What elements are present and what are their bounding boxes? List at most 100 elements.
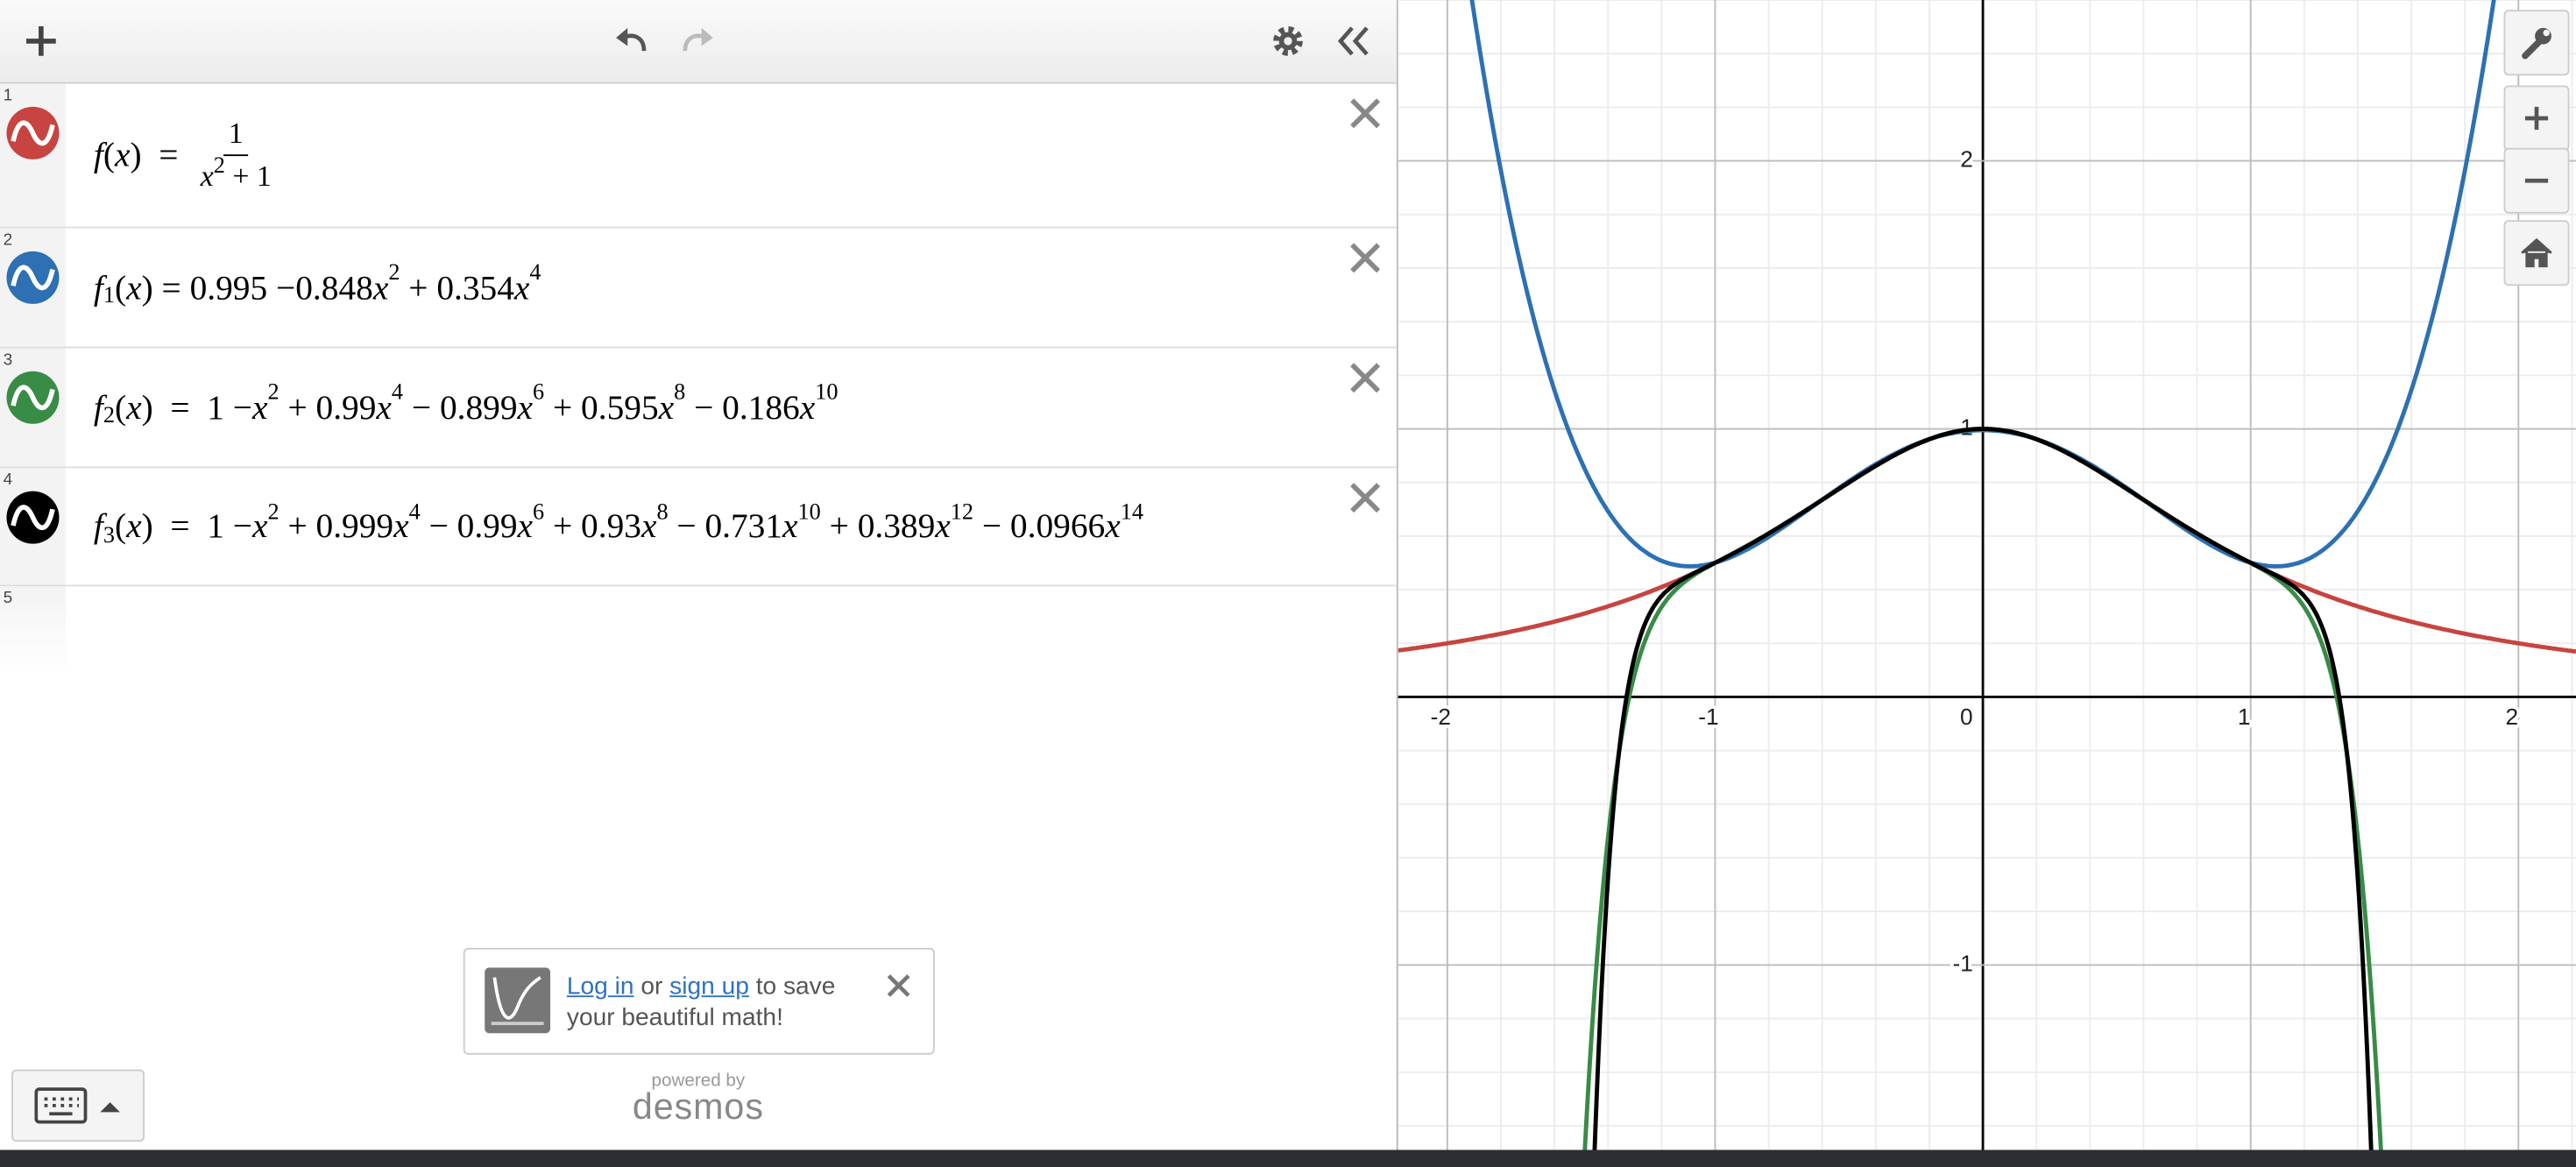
exponent: 4 [529, 261, 541, 286]
close-icon [1350, 243, 1381, 273]
exponent: 2 [267, 381, 280, 407]
login-or: or [640, 972, 663, 1001]
math-text: − 0.0966 [973, 506, 1106, 546]
graph-settings-button[interactable] [2503, 10, 2570, 76]
x-tick-label: 0 [1960, 704, 1973, 730]
expression-row[interactable]: 4 f 3(x) = 1 − x 2 + 0.999 x 4 − 0.99 x 6 + 0.93… [0, 468, 1397, 587]
exponent: 4 [391, 381, 404, 407]
denominator: x2 + 1 [195, 154, 276, 194]
x-tick-label: 2 [2505, 704, 2518, 730]
exponent: 10 [797, 499, 821, 526]
exponent: 14 [1120, 499, 1143, 526]
variable: f [93, 134, 103, 174]
undo-button[interactable] [612, 23, 651, 56]
variable: f [93, 266, 103, 307]
x-tick-label: -1 [1698, 704, 1718, 730]
expression-row[interactable]: 3 f 2(x) = 1 − x 2 + 0.99 x 4 − 0.899 x 6 + 0.59… [0, 348, 1397, 469]
math-text: + 0.99 [279, 386, 377, 427]
variable: x [126, 386, 142, 427]
expression-row-empty[interactable]: 5 [0, 586, 1397, 675]
variable: f [93, 506, 103, 546]
powered-by: powered by desmos [559, 1071, 839, 1125]
delete-expression[interactable] [1348, 240, 1384, 276]
variable: x [935, 506, 951, 546]
curve-toggle[interactable] [5, 104, 61, 160]
graph-paper[interactable]: -2 -1 0 1 2 -1 1 2 [1398, 0, 2576, 1150]
login-close[interactable] [886, 972, 912, 999]
wave-icon [11, 504, 55, 529]
close-icon [1350, 483, 1381, 513]
expression-row[interactable]: 1 f(x) = 1 x2 + 1 [0, 83, 1397, 229]
function-curve [1469, 0, 2496, 569]
wave-icon [11, 265, 55, 291]
exponent: 12 [950, 499, 974, 526]
math-text: ) = 1 − [141, 386, 253, 427]
math-text: ( [103, 134, 115, 174]
variable: x [126, 266, 142, 307]
wave-icon [11, 385, 55, 411]
expression-panel: 1 f(x) = 1 x2 + 1 2 f 1(x) = 0.995 −0.848 x 2 +… [0, 0, 1398, 1150]
login-link[interactable]: Log in [566, 972, 634, 1001]
exponent: 10 [815, 381, 839, 407]
variable: x [517, 386, 534, 427]
math-text: + 1 [224, 159, 272, 193]
home-button[interactable] [2503, 220, 2570, 286]
variable: x [372, 266, 389, 307]
variable: x [658, 386, 675, 427]
exponent: 6 [533, 499, 545, 526]
signup-link[interactable]: sign up [669, 972, 749, 1001]
variable: x [200, 159, 214, 193]
math-text: ( [114, 266, 127, 307]
delete-expression[interactable] [1348, 95, 1384, 131]
fraction: 1 x2 + 1 [195, 117, 276, 194]
math-text: ) = 0.995 −0.848 [141, 266, 373, 307]
curve-toggle[interactable] [5, 489, 61, 545]
curve-toggle[interactable] [5, 250, 61, 306]
math-text: + 0.389 [820, 506, 936, 546]
variable: x [252, 386, 268, 427]
keyboard-button[interactable] [11, 1069, 145, 1142]
math-text: + 0.354 [400, 266, 514, 307]
row-gutter: 1 [0, 83, 66, 227]
row-gutter: 2 [0, 228, 66, 347]
x-tick-label: 1 [2238, 704, 2251, 730]
window-edge [0, 1149, 2576, 1167]
math-text: + 0.999 [279, 506, 394, 546]
variable: x [114, 134, 131, 174]
close-icon [1350, 363, 1381, 393]
function-curve [1592, 427, 2374, 1150]
x-tick-label: -2 [1431, 704, 1451, 730]
math-text: + 0.595 [544, 386, 659, 427]
add-button[interactable] [23, 23, 59, 59]
subscript: 3 [103, 523, 115, 548]
login-text: Log in or sign up to save your beautiful … [567, 971, 836, 1033]
delete-expression[interactable] [1348, 360, 1384, 396]
settings-button[interactable] [1270, 23, 1306, 59]
exponent: 4 [408, 499, 421, 526]
row-index: 4 [3, 471, 13, 490]
login-icon [485, 967, 551, 1034]
powered-by-text: powered by [651, 1071, 746, 1092]
expression: f 1(x) = 0.995 −0.848 x 2 + 0.354 x 4 [94, 229, 541, 347]
variable: x [517, 506, 534, 546]
curve-toggle[interactable] [5, 370, 61, 426]
exponent: 8 [674, 381, 686, 407]
math-text: − 0.99 [420, 506, 518, 546]
zoom-in-button[interactable] [2503, 85, 2570, 152]
delete-expression[interactable] [1348, 480, 1384, 516]
math-text: ) = [130, 134, 196, 174]
row-index: 5 [3, 590, 13, 608]
math-text: + 0.93 [544, 506, 641, 546]
row-gutter: 5 [0, 586, 66, 675]
zoom-out-button[interactable] [2503, 147, 2570, 214]
exponent: 8 [656, 499, 669, 526]
expression-row[interactable]: 2 f 1(x) = 0.995 −0.848 x 2 + 0.354 x 4 [0, 228, 1397, 349]
collapse-button[interactable] [1335, 23, 1371, 59]
redo-button[interactable] [678, 23, 718, 56]
expression: f(x) = 1 x2 + 1 [94, 84, 276, 227]
row-index: 2 [3, 231, 13, 250]
toolbar [0, 0, 1397, 84]
